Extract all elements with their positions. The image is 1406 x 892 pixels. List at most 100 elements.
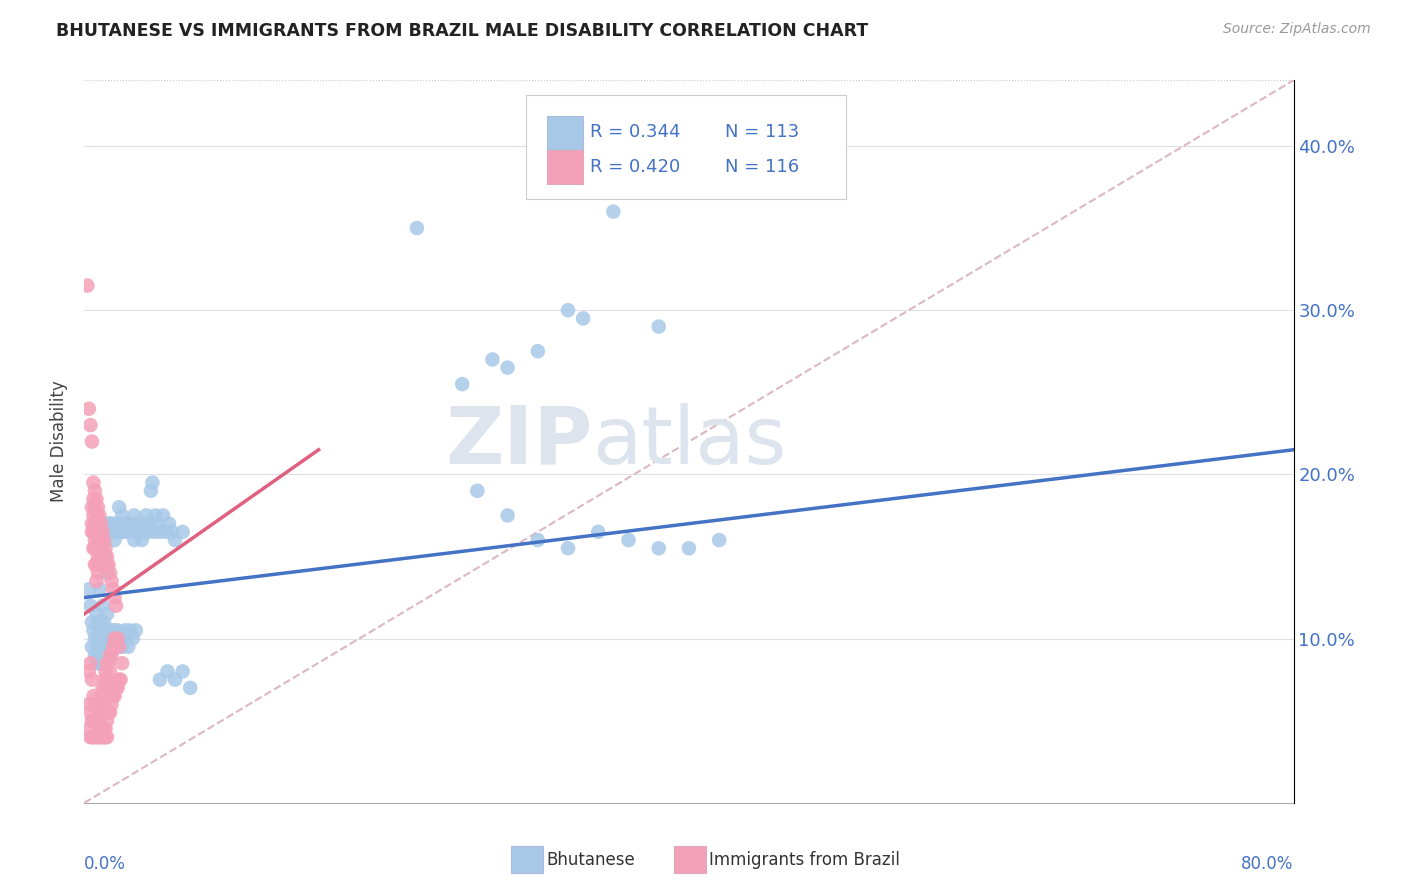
Point — [120, 516, 142, 531]
Point — [86, 657, 108, 671]
Point — [527, 533, 550, 547]
Point — [84, 516, 107, 531]
Point — [122, 508, 145, 523]
Point — [107, 524, 129, 539]
Point — [100, 524, 122, 539]
Point — [179, 681, 201, 695]
FancyBboxPatch shape — [547, 151, 582, 185]
Point — [557, 541, 579, 556]
Text: N = 113: N = 113 — [725, 123, 800, 141]
Point — [82, 730, 104, 744]
Point — [89, 582, 111, 597]
Point — [135, 508, 157, 523]
Point — [94, 640, 117, 654]
Point — [79, 657, 101, 671]
Point — [496, 360, 519, 375]
Point — [94, 549, 117, 564]
Point — [165, 673, 187, 687]
Point — [142, 524, 165, 539]
Point — [93, 648, 115, 662]
Point — [87, 632, 110, 646]
Text: Source: ZipAtlas.com: Source: ZipAtlas.com — [1223, 22, 1371, 37]
Point — [90, 722, 112, 736]
Point — [117, 640, 139, 654]
Text: Immigrants from Brazil: Immigrants from Brazil — [710, 851, 900, 869]
Point — [89, 524, 111, 539]
Point — [132, 516, 155, 531]
Point — [87, 615, 110, 630]
Point — [77, 401, 100, 416]
Point — [481, 352, 503, 367]
Point — [122, 533, 145, 547]
Point — [648, 319, 671, 334]
Point — [79, 706, 101, 720]
Point — [87, 516, 110, 531]
Point — [97, 516, 120, 531]
Point — [80, 434, 103, 449]
Point — [100, 574, 122, 588]
Point — [104, 624, 127, 638]
Point — [157, 516, 180, 531]
Point — [111, 524, 134, 539]
Point — [80, 673, 103, 687]
Point — [101, 632, 124, 646]
Point — [79, 599, 101, 613]
Point — [94, 722, 117, 736]
Point — [86, 558, 108, 572]
Point — [97, 657, 120, 671]
Point — [86, 607, 108, 621]
Point — [82, 491, 104, 506]
Point — [105, 681, 128, 695]
Point — [89, 624, 111, 638]
Point — [152, 508, 174, 523]
Point — [97, 706, 120, 720]
Point — [93, 730, 115, 744]
Point — [138, 516, 160, 531]
FancyBboxPatch shape — [512, 847, 543, 873]
Point — [77, 582, 100, 597]
Text: R = 0.344: R = 0.344 — [589, 123, 681, 141]
Point — [100, 624, 122, 638]
Point — [82, 508, 104, 523]
Point — [121, 632, 143, 646]
Point — [104, 640, 127, 654]
Point — [84, 714, 107, 728]
Point — [617, 533, 640, 547]
Point — [82, 541, 104, 556]
Point — [80, 516, 103, 531]
Point — [91, 558, 114, 572]
Point — [98, 516, 121, 531]
Point — [98, 648, 121, 662]
Point — [90, 549, 112, 564]
Point — [80, 524, 103, 539]
Point — [118, 524, 141, 539]
Point — [112, 632, 135, 646]
Point — [89, 508, 111, 523]
Point — [91, 681, 114, 695]
Point — [111, 657, 134, 671]
Point — [105, 632, 128, 646]
Point — [108, 640, 131, 654]
Point — [588, 524, 610, 539]
Point — [79, 730, 101, 744]
Point — [131, 533, 153, 547]
Point — [115, 632, 138, 646]
Point — [80, 714, 103, 728]
Point — [107, 624, 129, 638]
Text: 80.0%: 80.0% — [1241, 855, 1294, 873]
Point — [104, 632, 127, 646]
Point — [93, 549, 115, 564]
Point — [101, 689, 124, 703]
Point — [90, 615, 112, 630]
Point — [79, 418, 101, 433]
Point — [89, 640, 111, 654]
Point — [94, 665, 117, 679]
Point — [86, 714, 108, 728]
Point — [89, 730, 111, 744]
Point — [87, 648, 110, 662]
FancyBboxPatch shape — [675, 847, 706, 873]
Point — [98, 665, 121, 679]
Point — [101, 640, 124, 654]
Point — [96, 730, 118, 744]
Text: BHUTANESE VS IMMIGRANTS FROM BRAZIL MALE DISABILITY CORRELATION CHART: BHUTANESE VS IMMIGRANTS FROM BRAZIL MALE… — [56, 22, 869, 40]
